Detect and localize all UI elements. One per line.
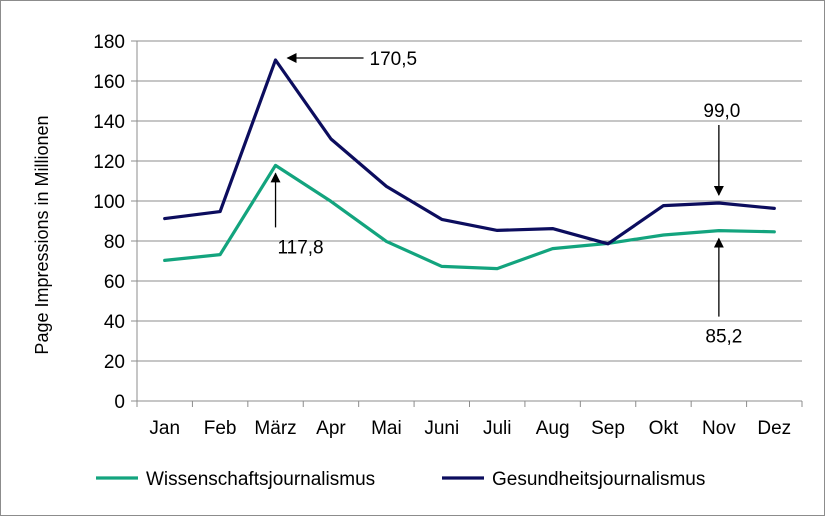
x-tick-label: Feb: [204, 418, 237, 439]
y-tick-label: 20: [104, 352, 125, 373]
y-tick-label: 60: [104, 272, 125, 293]
annotation-label: 85,2: [705, 327, 742, 348]
axes: 0 20 40 60 80 100 120 140 160 180 Jan Feb März Apr Mai…: [93, 32, 803, 439]
x-tick-label: Aug: [536, 418, 570, 439]
y-tick-label: 120: [93, 152, 125, 173]
x-tick-label: Jan: [149, 418, 180, 439]
x-tick-label: Mai: [371, 418, 402, 439]
x-tick-label: Nov: [702, 418, 736, 439]
legend-label: Wissenschaftsjournalismus: [146, 469, 375, 490]
grid-lines: [137, 40, 802, 362]
annotation-label: 117,8: [277, 237, 323, 258]
y-axis-label: Page Impressions in Millionen: [32, 115, 52, 354]
y-tick-label: 140: [93, 112, 125, 133]
legend: Wissenschaftsjournalismus Gesundheitsjour…: [96, 469, 705, 490]
x-tick-label: Dez: [757, 418, 791, 439]
annotation-label: 99,0: [703, 101, 740, 122]
x-tick-label: Juni: [424, 418, 459, 439]
series-line-wissenschaftsjournalismus: [163, 163, 776, 271]
y-tick-label: 160: [93, 72, 125, 93]
y-tick-label: 40: [104, 312, 125, 333]
y-tick-label: 80: [104, 232, 125, 253]
series-line-gesundheitsjournalismus: [163, 58, 776, 246]
x-tick-label: Okt: [649, 418, 679, 439]
x-tick-label: Sep: [591, 418, 625, 439]
legend-label: Gesundheitsjournalismus: [492, 469, 705, 490]
x-tick-label: März: [254, 418, 296, 439]
x-tick-label: Apr: [316, 418, 346, 439]
annotation-label: 170,5: [370, 49, 418, 70]
x-tick-label: Juli: [483, 418, 512, 439]
annotations: 170,5 117,8 99,0 85,2: [270, 49, 742, 348]
y-tick-label: 180: [93, 32, 125, 53]
y-tick-label: 100: [93, 192, 125, 213]
y-tick-label: 0: [114, 392, 125, 413]
series-lines: [163, 58, 776, 271]
